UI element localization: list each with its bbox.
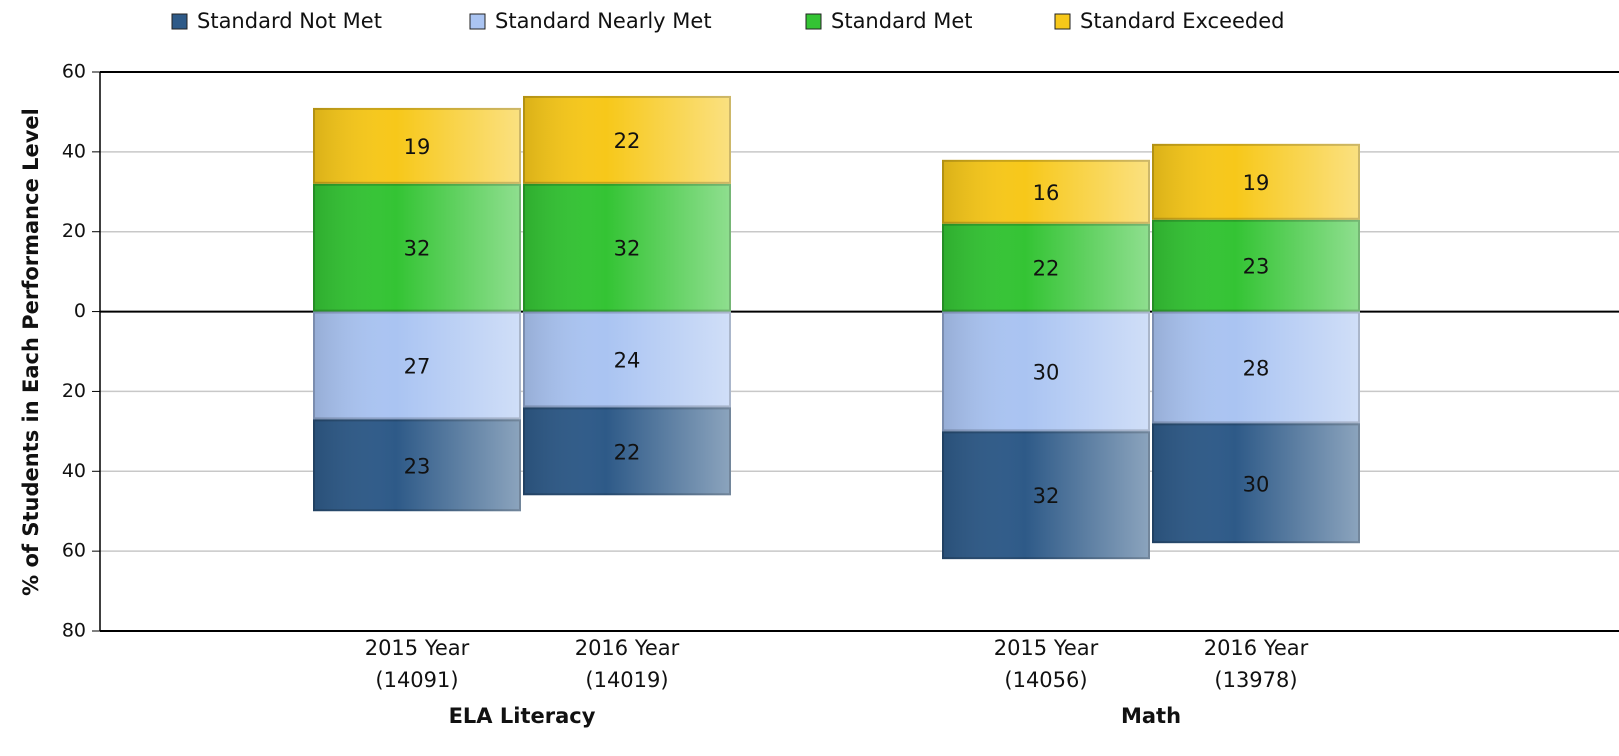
bar-bevel [313,183,521,312]
legend-label: Standard Met [831,9,972,33]
legend-label: Standard Nearly Met [495,9,712,33]
bar-shade [523,183,731,312]
bar-bevel [313,107,521,184]
value-label: 19 [1243,171,1270,195]
y-tick-label: 20 [62,220,86,242]
value-label: 32 [404,237,431,261]
legend-swatch [469,13,486,30]
group-label: Math [1121,704,1181,728]
legend-swatch [171,13,188,30]
bar-shade [313,107,521,184]
y-axis-label: % of Students in Each Performance Level [19,108,43,596]
bar-shade [1152,311,1360,424]
bar-shade [942,223,1150,312]
bar-shade [523,95,731,184]
legend-swatch [805,13,822,30]
legend-label: Standard Not Met [197,9,382,33]
bar-shade [523,311,731,408]
x-tick-label: (14019) [585,668,668,692]
value-label: 22 [614,440,641,464]
bar-bevel [942,311,1150,432]
bar-bevel [523,311,731,408]
value-label: 30 [1243,472,1270,496]
bar-bevel [942,223,1150,312]
bar-shade [942,311,1150,432]
value-label: 23 [1243,255,1270,279]
y-tick-label: 60 [62,540,86,562]
value-label: 27 [404,354,431,378]
bar-bevel [1152,311,1360,424]
bar-shade [1152,143,1360,220]
legend-label: Standard Exceeded [1080,9,1285,33]
bar-shade [313,311,521,420]
x-tick-label: (14091) [375,668,458,692]
bar-shade [1152,423,1360,544]
y-tick-label: 0 [74,300,86,322]
bar-shade [523,407,731,496]
y-tick-label: 40 [62,460,86,482]
bar-bevel [313,311,521,420]
group-label: ELA Literacy [449,704,596,728]
x-tick-label: (13978) [1214,668,1297,692]
bar-shade [942,431,1150,560]
value-label: 22 [1033,257,1060,281]
x-tick-label: 2015 Year [994,636,1099,660]
y-tick-label: 40 [62,140,86,162]
value-label: 28 [1243,356,1270,380]
x-tick-label: 2016 Year [1204,636,1309,660]
x-tick-label: 2016 Year [575,636,680,660]
bar-shade [1152,219,1360,312]
value-label: 24 [614,348,641,372]
x-tick-label: 2015 Year [365,636,470,660]
bar-bevel [1152,423,1360,544]
bar-bevel [942,159,1150,224]
y-tick-label: 80 [62,620,86,642]
bar-bevel [523,407,731,496]
bar-bevel [523,183,731,312]
bar-bevel [1152,219,1360,312]
value-label: 19 [404,135,431,159]
value-label: 23 [404,454,431,478]
value-label: 32 [614,237,641,261]
bar-bevel [1152,143,1360,220]
bar-bevel [523,95,731,184]
y-tick-label: 20 [62,380,86,402]
bar-shade [942,159,1150,224]
y-tick-label: 60 [62,61,86,83]
bar-bevel [942,431,1150,560]
value-label: 30 [1033,360,1060,384]
bar-bevel [313,419,521,512]
value-label: 32 [1033,484,1060,508]
bar-shade [313,183,521,312]
value-label: 22 [614,129,641,153]
value-label: 16 [1033,181,1060,205]
x-tick-label: (14056) [1004,668,1087,692]
bar-shade [313,419,521,512]
legend-swatch [1054,13,1071,30]
